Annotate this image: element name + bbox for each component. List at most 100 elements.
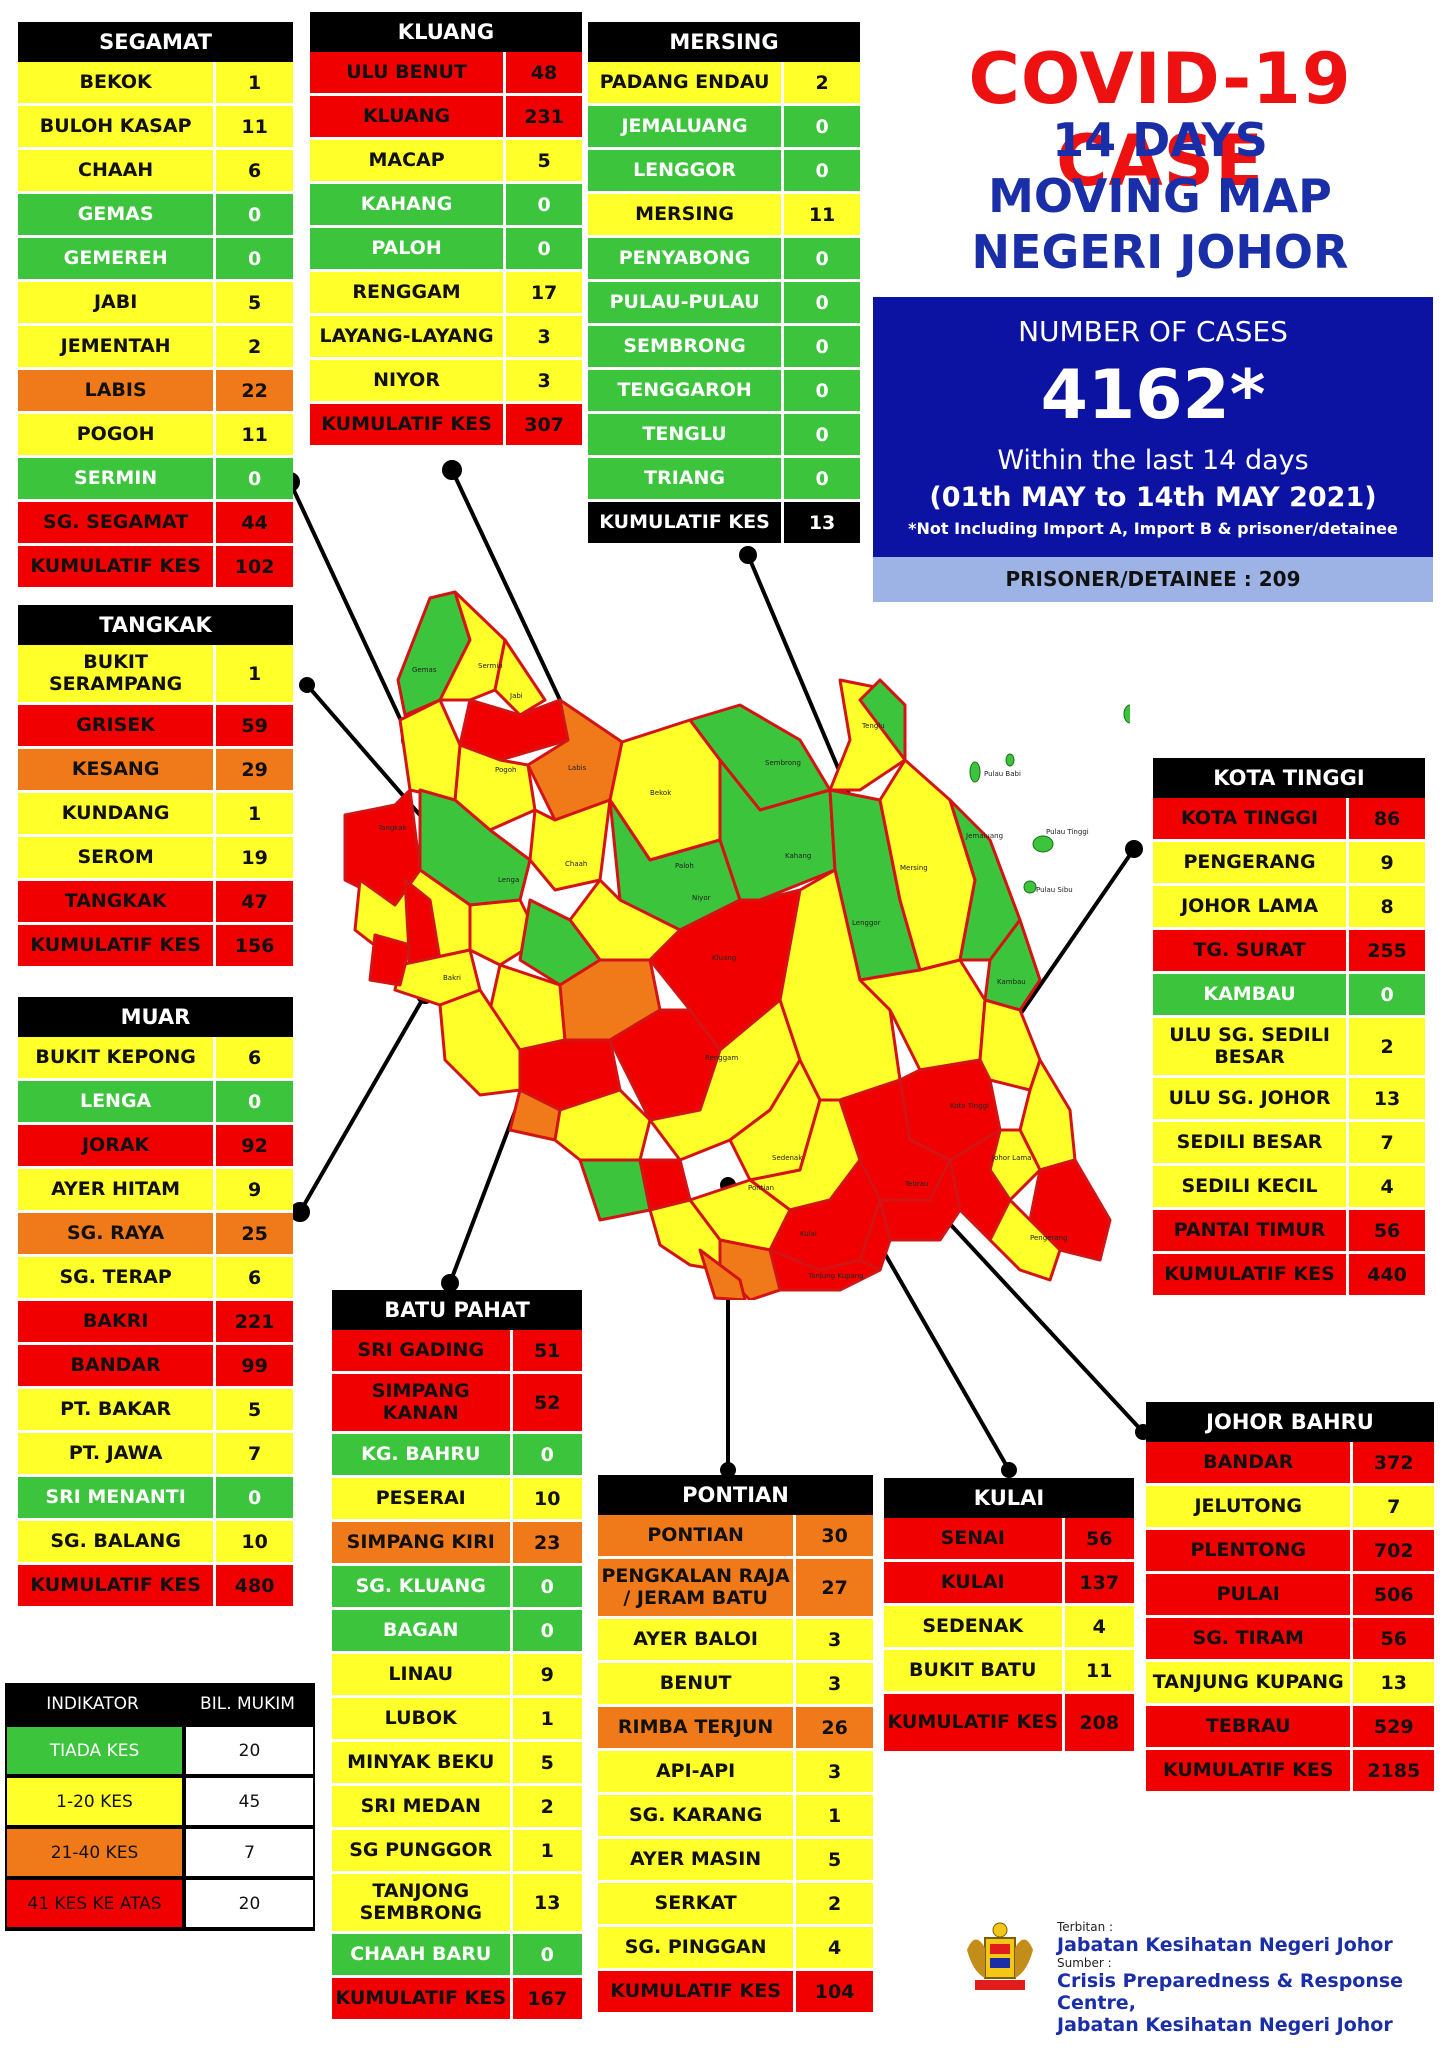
mukim-name: LAYANG-LAYANG	[310, 316, 507, 357]
table-row: SRI MENANTI 0	[18, 1477, 293, 1521]
case-count: 26	[821, 1716, 848, 1739]
footer-terbitan: Jabatan Kesihatan Negeri Johor	[1057, 1934, 1393, 1956]
case-count: 22	[241, 379, 268, 402]
island-babi	[969, 761, 981, 783]
table-kluang: KLUANG ULU BENUT 48 KLUANG 231 MACAP 5 KAHANG 0 P…	[310, 12, 582, 448]
case-count: 99	[241, 1354, 268, 1377]
table-row: JOHOR LAMA 8	[1153, 886, 1425, 930]
mukim-name: GEMEREH	[18, 238, 217, 279]
mukim-name: PULAI	[1146, 1574, 1354, 1615]
mukim-name: JOHOR LAMA	[1153, 886, 1350, 927]
mukim-name: KUMULATIF KES	[588, 502, 785, 543]
map-label-jabi: Jabi	[509, 692, 523, 700]
mukim-name: SG. RAYA	[18, 1213, 217, 1254]
table-row: KAMBAU 0	[1153, 974, 1425, 1018]
table-tangkak: TANGKAK BUKIT SERAMPANG 1 GRISEK 59 KESANG 29 K…	[18, 605, 293, 969]
table-row: BAGAN 0	[332, 1610, 582, 1654]
mukim-name: SEDILI BESAR	[1153, 1122, 1350, 1163]
table-header: PONTIAN	[598, 1475, 873, 1515]
mukim-name: SENAI	[884, 1518, 1065, 1559]
mukim-name: SEDILI KECIL	[1153, 1166, 1350, 1207]
table-row: LAYANG-LAYANG 3	[310, 316, 582, 360]
case-count: 0	[248, 1090, 262, 1113]
table-header: BATU PAHAT	[332, 1290, 582, 1330]
mukim-name: SG. KLUANG	[332, 1566, 513, 1607]
case-count: 0	[815, 467, 829, 490]
case-count: 13	[808, 511, 836, 534]
case-count: 0	[537, 193, 551, 216]
case-count: 440	[1367, 1263, 1407, 1286]
case-count: 8	[1380, 895, 1394, 918]
jata-johor-icon	[967, 1922, 1033, 1990]
map-label-tebrau: Tebrau	[904, 1180, 928, 1188]
table-row: TANJONG SEMBRONG 13	[332, 1874, 582, 1934]
case-count: 1	[540, 1839, 554, 1862]
mukim-name: JELUTONG	[1146, 1486, 1354, 1527]
table-header: KLUANG	[310, 12, 582, 52]
map-label-chaah: Chaah	[565, 860, 587, 868]
case-count: 7	[248, 1442, 262, 1465]
case-count: 0	[248, 203, 262, 226]
table-row: LUBOK 1	[332, 1698, 582, 1742]
table-row: BUKIT BATU 11	[884, 1650, 1134, 1694]
case-count: 702	[1373, 1539, 1414, 1562]
table-row: ULU SG. JOHOR 13	[1153, 1078, 1425, 1122]
mukim-name: SIMPANG KIRI	[332, 1522, 513, 1563]
mukim-name: BUKIT KEPONG	[18, 1037, 217, 1078]
table-row: SG. KLUANG 0	[332, 1566, 582, 1610]
table-row: PADANG ENDAU 2	[588, 62, 860, 106]
table-johorbahru: JOHOR BAHRU BANDAR 372 JELUTONG 7 PLENTONG 702…	[1146, 1402, 1434, 1794]
table-row: KUMULATIF KES 102	[18, 546, 293, 590]
page-title: COVID-19 CASE	[968, 38, 1352, 202]
island-tinggi	[1032, 835, 1054, 853]
table-row: MERSING 11	[588, 194, 860, 238]
mukim-name: LENGGOR	[588, 150, 785, 191]
footer-sumber-1: Crisis Preparedness & Response Centre,	[1057, 1970, 1404, 2014]
map-label-jemaluang: Jemaluang	[965, 832, 1003, 840]
map-label-kotatinggi: Kota Tinggi	[950, 1102, 989, 1110]
case-count: 2	[828, 1892, 842, 1915]
map-label-sermin: Sermin	[478, 662, 503, 670]
case-count: 0	[815, 159, 829, 182]
case-count: 4	[1092, 1615, 1106, 1638]
case-count: 0	[248, 1486, 262, 1509]
case-count: 48	[530, 61, 558, 84]
mukim-name: BAKRI	[18, 1301, 217, 1342]
table-row: JEMALUANG 0	[588, 106, 860, 150]
case-count: 231	[524, 105, 564, 128]
mukim-name: KESANG	[18, 749, 217, 790]
mukim-name: ULU SG. JOHOR	[1153, 1078, 1350, 1119]
table-row: PLENTONG 702	[1146, 1530, 1434, 1574]
table-row: PENGKALAN RAJA / JERAM BATU 27	[598, 1559, 873, 1619]
case-count: 3	[828, 1672, 842, 1695]
johor-map: Gemas Sermin Jabi Bekok Sembrong Kahang …	[343, 590, 1130, 1300]
region-tenglu	[858, 678, 907, 762]
mukim-name: TENGLU	[588, 414, 785, 455]
mukim-name: BENUT	[598, 1663, 797, 1704]
table-row: KESANG 29	[18, 749, 293, 793]
table-row: SG. PINGGAN 4	[598, 1927, 873, 1971]
mukim-name: PANTAI TIMUR	[1153, 1210, 1350, 1251]
legend-indicator: TIADA KES	[5, 1727, 184, 1776]
case-count: 56	[1373, 1219, 1401, 1242]
mukim-name: BUKIT BATU	[884, 1650, 1065, 1691]
case-count: 1	[828, 1804, 842, 1827]
mukim-name: PT. JAWA	[18, 1433, 217, 1474]
case-count: 13	[1380, 1671, 1407, 1694]
mukim-name: CHAAH	[18, 150, 217, 191]
mukim-name: BANDAR	[1146, 1442, 1354, 1483]
mukim-name: MACAP	[310, 140, 507, 181]
mukim-name: KLUANG	[310, 96, 507, 137]
mukim-name: LINAU	[332, 1654, 513, 1695]
table-row: PULAU-PULAU 0	[588, 282, 860, 326]
mukim-name: KUNDANG	[18, 793, 217, 834]
legend-row: 1-20 KES 45	[5, 1778, 315, 1829]
mukim-name: SG. TERAP	[18, 1257, 217, 1298]
case-count: 11	[808, 203, 836, 226]
region-pengerang	[988, 1198, 1062, 1282]
mukim-name: KAMBAU	[1153, 974, 1350, 1015]
case-count: 3	[537, 325, 551, 348]
table-row: AYER MASIN 5	[598, 1839, 873, 1883]
case-count: 0	[537, 237, 551, 260]
region-muar-bandar	[368, 933, 412, 987]
